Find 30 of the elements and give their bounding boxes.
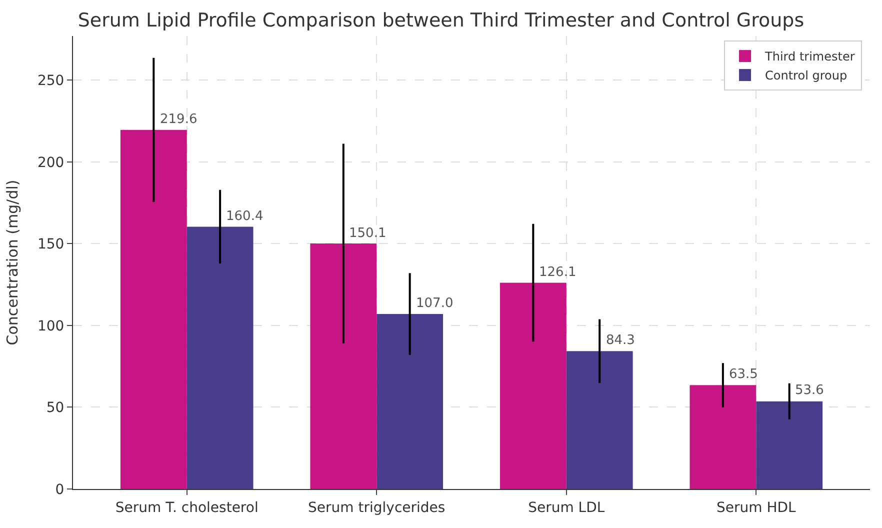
- bar: [310, 244, 377, 489]
- y-tick-label: 250: [37, 73, 64, 90]
- y-tick-label: 100: [37, 318, 64, 334]
- x-tick-label: Serum triglycerides: [308, 500, 446, 516]
- y-tick-label: 0: [55, 482, 64, 498]
- data-label: 219.6: [160, 112, 198, 127]
- bar: [186, 226, 254, 489]
- bar: [756, 401, 823, 489]
- y-axis-title: Concentration (mg/dl): [4, 180, 22, 346]
- legend-label: Third trimester: [764, 50, 855, 64]
- data-label: 84.3: [606, 333, 635, 348]
- bar: [120, 130, 187, 489]
- legend-label: Control group: [765, 68, 848, 83]
- chart-title: Serum Lipid Profile Comparison between Third Trimester and Control Groups: [78, 10, 804, 32]
- x-tick-label: Serum T. cholesterol: [115, 500, 258, 516]
- data-label: 126.1: [539, 265, 576, 280]
- data-label: 63.5: [729, 367, 758, 382]
- y-tick-label: 50: [46, 400, 64, 416]
- y-tick-label: 200: [37, 154, 64, 171]
- bar: [500, 282, 566, 489]
- bar: [690, 385, 756, 489]
- data-label: 107.0: [416, 296, 454, 311]
- data-label: 150.1: [349, 226, 386, 241]
- y-tick-label: 150: [37, 236, 64, 253]
- bar: [566, 351, 633, 489]
- data-label: 160.4: [226, 209, 264, 224]
- bar: [376, 314, 444, 489]
- x-tick-label: Serum HDL: [716, 500, 796, 516]
- data-label: 53.6: [795, 383, 824, 398]
- x-tick-label: Serum LDL: [528, 500, 605, 516]
